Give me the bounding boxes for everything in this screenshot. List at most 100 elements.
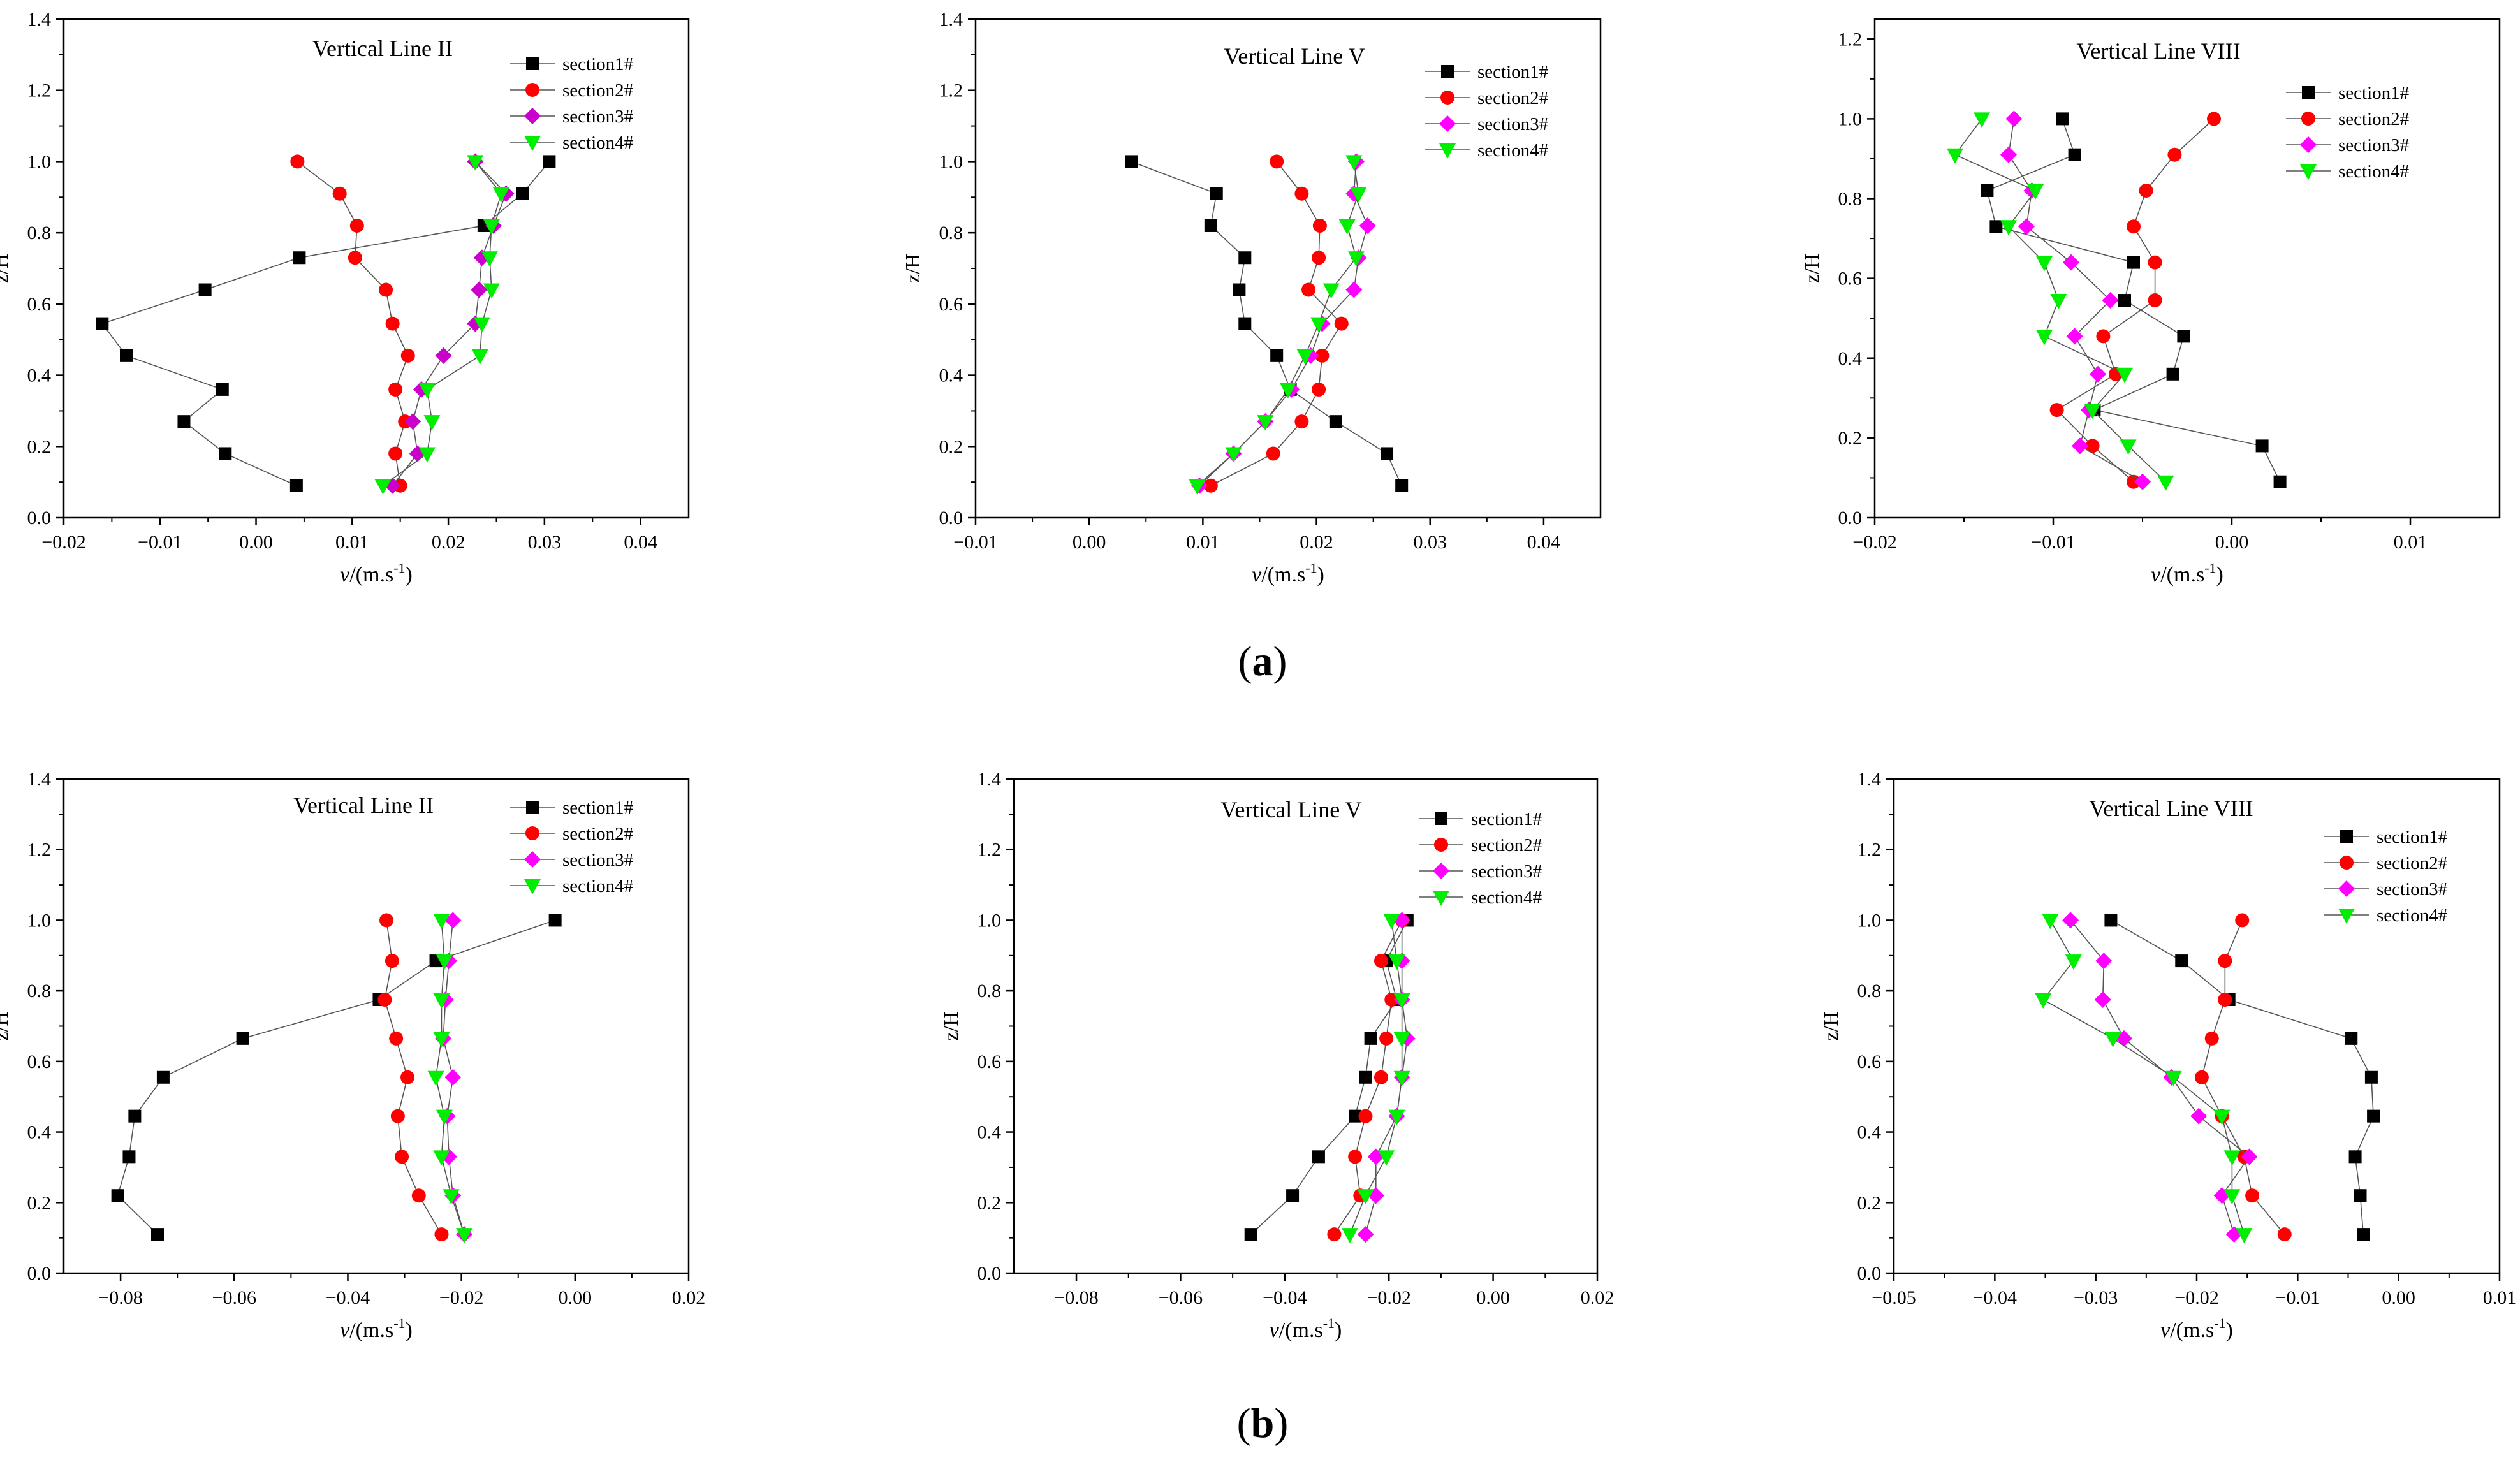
x-tick-label: 0.01 (2394, 532, 2428, 553)
legend-marker (524, 879, 541, 894)
y-tick-label: 0.4 (1838, 348, 1863, 369)
y-tick-label: 0.0 (27, 507, 52, 529)
legend-marker (2340, 830, 2353, 843)
x-axis-label: v/(m.s-1) (340, 1315, 413, 1342)
data-point (293, 251, 306, 265)
data-point (2116, 367, 2133, 383)
chart-5: −0.08 −0.06 −0.04 −0.02 0.00 0.02 0.0 0.2 0.4 0.6… (939, 769, 1614, 1342)
legend-marker (2300, 136, 2317, 153)
y-tick-label: 0.0 (1857, 1263, 1882, 1284)
data-point (2065, 954, 2082, 970)
data-point (388, 446, 403, 461)
legend-label: section4# (1471, 887, 1542, 908)
y-tick-label: 1.0 (978, 910, 1002, 931)
data-point (1379, 1031, 1394, 1046)
series-line (2056, 118, 2215, 483)
y-tick-label: 1.4 (978, 769, 1002, 790)
x-tick-label: −0.04 (1263, 1287, 1307, 1308)
data-point (2166, 367, 2179, 381)
data-point (1974, 112, 1990, 128)
x-tick-label: −0.04 (1973, 1287, 2017, 1308)
legend-label: section4# (562, 876, 633, 896)
x-tick-label: 0.00 (2382, 1287, 2415, 1308)
data-point (236, 1032, 249, 1045)
y-tick-label: 1.4 (1857, 769, 1882, 790)
x-tick-label: 0.01 (1186, 532, 1220, 553)
data-point (2148, 293, 2162, 308)
data-point (385, 316, 400, 331)
data-point (1357, 1226, 1374, 1243)
data-point (1244, 1228, 1257, 1241)
data-point (411, 1188, 426, 1203)
data-point (377, 992, 392, 1007)
data-point (2218, 992, 2232, 1007)
legend-label: section2# (562, 80, 633, 101)
legend-label: section1# (562, 798, 633, 818)
y-tick-label: 0.8 (27, 981, 52, 1002)
data-point (111, 1189, 124, 1202)
data-point (2213, 1109, 2231, 1125)
data-point (379, 282, 393, 297)
x-axis-label: v/(m.s-1) (340, 560, 413, 587)
data-point (1345, 281, 1363, 298)
data-point (2096, 329, 2111, 344)
data-point (471, 281, 488, 298)
legend-label: section2# (562, 824, 633, 844)
data-point (2085, 439, 2100, 453)
data-point (2084, 404, 2101, 420)
data-point (1210, 187, 1223, 200)
data-point (1364, 1032, 1377, 1045)
data-point (2367, 1109, 2380, 1123)
y-tick-label: 0.4 (27, 1122, 52, 1143)
data-point (1374, 1070, 1388, 1084)
data-point (2165, 1070, 2182, 1086)
data-point (1270, 154, 1284, 169)
y-tick-label: 1.2 (939, 80, 963, 101)
data-point (332, 186, 347, 201)
data-point (1381, 447, 1394, 460)
data-point (1393, 1070, 1410, 1086)
data-point (1312, 382, 1326, 397)
legend-label: section3# (1471, 861, 1542, 882)
chart-title: Vertical Line II (293, 792, 434, 818)
legend-marker (524, 136, 541, 151)
data-point (1294, 414, 1309, 429)
data-point (2204, 1031, 2219, 1046)
data-point (443, 1189, 460, 1205)
legend-label: section4# (1477, 140, 1548, 161)
x-tick-label: 0.00 (239, 532, 273, 553)
data-point (395, 1150, 409, 1164)
legend-label: section2# (2377, 853, 2447, 873)
data-point (483, 219, 500, 235)
series-section1# (1125, 155, 1409, 492)
data-point (151, 1228, 164, 1241)
data-point (290, 154, 305, 169)
legend-marker (1440, 91, 1454, 105)
data-point (1358, 1109, 1373, 1123)
data-point (1338, 219, 1356, 235)
data-point (216, 383, 229, 396)
data-point (388, 382, 403, 397)
series-line (1986, 119, 2281, 483)
legend-marker (525, 826, 539, 840)
data-point (122, 1150, 136, 1164)
legend-label: section1# (1471, 809, 1542, 829)
legend-label: section2# (1471, 835, 1542, 856)
x-tick-label: 0.02 (1300, 532, 1333, 553)
series-section1# (111, 914, 562, 1241)
data-point (2049, 403, 2064, 418)
legend-marker (526, 801, 539, 814)
legend-marker (2302, 86, 2315, 99)
data-point (1393, 993, 1410, 1009)
data-point (2127, 219, 2141, 234)
legend-label: section1# (562, 54, 633, 75)
legend-label: section4# (2377, 905, 2447, 926)
legend-label: section1# (2338, 83, 2409, 103)
data-point (2207, 112, 2221, 126)
data-point (2042, 914, 2059, 930)
data-point (1395, 479, 1409, 492)
y-tick-label: 1.0 (27, 151, 52, 172)
data-point (1312, 1150, 1325, 1164)
panel-label-a: (a) (1238, 638, 1287, 685)
data-point (2157, 475, 2174, 491)
